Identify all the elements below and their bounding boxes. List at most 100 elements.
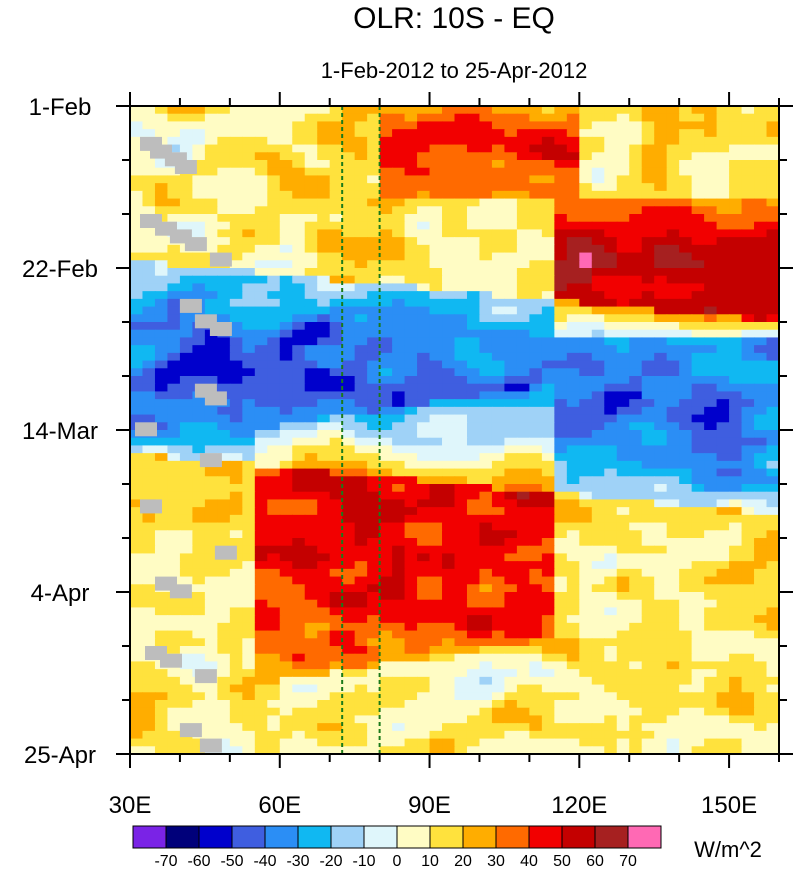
heatmap-cell [704,676,718,686]
heatmap-cell [192,538,206,547]
heatmap-cell [429,638,443,647]
heatmap-cell [529,406,543,416]
heatmap-cell [242,352,256,362]
heatmap-cell [466,437,481,447]
heatmap-cell [466,460,481,470]
heatmap-cell [591,430,605,439]
heatmap-cell [766,306,779,315]
heatmap-cell [754,190,768,200]
heatmap-cell [167,646,181,655]
heatmap-cell [417,198,431,207]
heatmap-cell [179,630,193,639]
heatmap-cell [242,160,256,169]
heatmap-cell [591,422,605,431]
heatmap-cell [604,229,618,238]
heatmap-cell [154,237,169,246]
heatmap-cell [704,553,718,562]
heatmap-cell [541,507,555,516]
heatmap-cell [442,491,456,501]
heatmap-cell [279,136,293,146]
heatmap-cell [741,522,755,531]
heatmap-cell [466,414,481,423]
heatmap-cell [679,592,693,601]
heatmap-cell [292,298,306,308]
heatmap-cell [516,190,530,200]
heatmap-cell [204,237,218,246]
heatmap-cell [654,599,668,609]
heatmap-cell [254,592,268,601]
heatmap-cell [704,106,718,115]
heatmap-cell [654,468,668,477]
heatmap-cell [666,553,680,562]
heatmap-cell [516,422,530,431]
heatmap-cell [529,360,543,369]
heatmap-cell [242,653,256,663]
heatmap-cell [154,314,169,323]
colorbar-tick-label: 30 [487,853,505,869]
heatmap-cell [654,514,668,524]
heatmap-cell [666,661,680,670]
heatmap-cell [342,530,356,539]
heatmap-cell [691,584,705,593]
heatmap-cell [367,576,381,585]
heatmap-cell [716,152,730,161]
heatmap-cell [404,190,418,200]
heatmap-cell [442,507,456,516]
heatmap-cell [729,630,743,639]
heatmap-cell [616,206,630,215]
heatmap-cell [716,715,730,724]
heatmap-cell [716,260,730,269]
heatmap-cell [379,553,393,562]
heatmap-cell [242,700,256,709]
heatmap-cell [379,306,393,315]
heatmap-cell [379,260,393,269]
heatmap-cell [229,275,243,285]
heatmap-cell [404,136,418,146]
heatmap-cell [392,237,406,246]
heatmap-cell [292,460,306,470]
heatmap-cell [679,738,693,747]
heatmap-cell [766,260,779,269]
heatmap-cell [541,260,555,269]
heatmap-cell [716,692,730,701]
heatmap-cell [516,391,530,400]
heatmap-cell [566,129,580,138]
heatmap-cell [466,383,481,393]
heatmap-cell [766,491,779,501]
heatmap-cell [217,152,231,161]
heatmap-cell [591,530,605,539]
heatmap-cell [429,599,443,609]
heatmap-cell [329,136,343,146]
heatmap-cell [342,136,356,146]
heatmap-cell [130,646,144,655]
heatmap-cell [379,638,393,647]
heatmap-cell [641,584,655,593]
heatmap-cell [379,144,393,153]
heatmap-cell [516,160,530,169]
heatmap-cell [304,746,318,754]
heatmap-cell [279,661,293,670]
heatmap-cell [329,106,343,115]
heatmap-cell [142,607,156,616]
heatmap-cell [192,707,206,717]
heatmap-cell [204,530,218,539]
heatmap-cell [741,260,755,269]
heatmap-cell [267,676,281,686]
heatmap-cell [279,229,293,238]
heatmap-cell [516,592,530,601]
heatmap-cell [529,599,543,609]
heatmap-cell [354,167,368,177]
heatmap-cell [279,237,293,246]
heatmap-cell [616,175,630,184]
heatmap-cell [766,514,779,524]
heatmap-cell [254,221,268,231]
heatmap-cell [704,715,718,724]
heatmap-cell [192,283,206,292]
heatmap-cell [442,538,456,547]
heatmap-cell [442,700,456,709]
heatmap-cell [491,522,506,531]
heatmap-cell [167,476,181,485]
heatmap-cell [529,368,543,377]
heatmap-cell [479,538,493,547]
heatmap-cell [329,468,343,477]
